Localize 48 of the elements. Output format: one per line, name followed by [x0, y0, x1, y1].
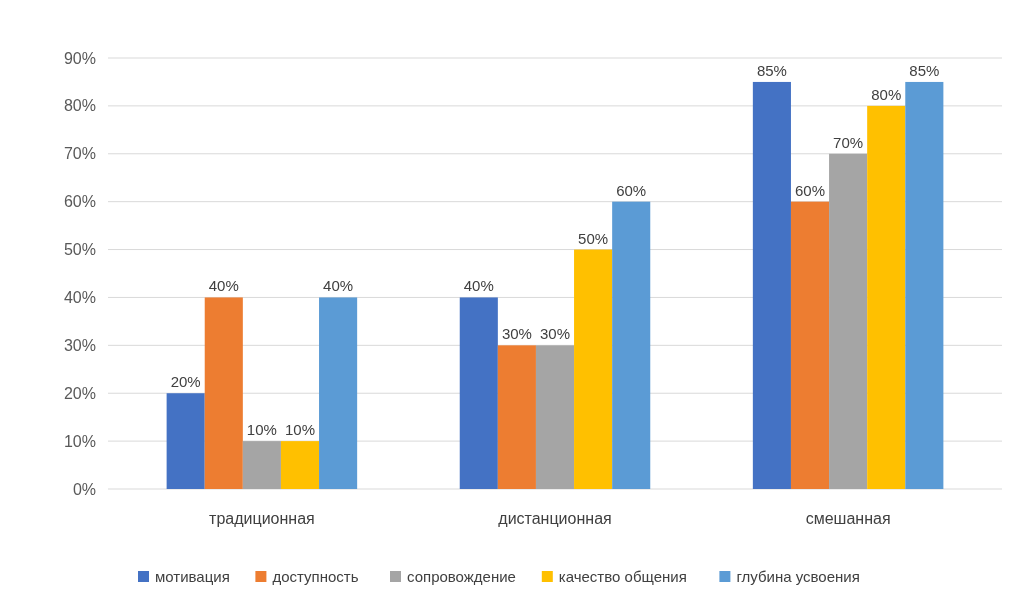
bar	[497, 345, 536, 489]
bar	[319, 297, 358, 489]
bar	[790, 201, 830, 489]
legend-label: качество общения	[558, 568, 687, 586]
data-label: 60%	[794, 181, 826, 199]
y-tick-label: 40%	[63, 289, 96, 307]
y-tick-label: 10%	[63, 432, 96, 450]
data-label: 50%	[578, 229, 609, 247]
data-label: 40%	[463, 277, 494, 295]
bar	[905, 81, 944, 489]
y-tick-label: 60%	[63, 193, 96, 211]
data-label: 85%	[909, 61, 940, 79]
bar	[535, 345, 575, 489]
data-label: 20%	[170, 373, 201, 391]
data-label: 70%	[833, 133, 864, 151]
bar	[204, 297, 243, 489]
bar	[612, 201, 651, 489]
data-label: 30%	[501, 325, 532, 343]
data-label: 10%	[284, 421, 316, 439]
x-tick-label: смешанная	[805, 510, 891, 527]
bar	[242, 441, 281, 489]
data-label: 80%	[871, 85, 902, 103]
y-tick-label: 90%	[63, 49, 96, 67]
data-label: 40%	[323, 277, 354, 295]
bar	[166, 393, 205, 489]
bar	[829, 153, 868, 489]
x-tick-label: традиционная	[209, 510, 315, 527]
legend-label: доступность	[272, 568, 359, 586]
data-label: 60%	[616, 181, 647, 199]
data-label: 40%	[208, 277, 239, 295]
legend-label: сопровождение	[407, 568, 516, 586]
y-tick-label: 80%	[63, 97, 96, 115]
x-tick-label: дистанционная	[498, 510, 612, 527]
data-label: 30%	[539, 325, 571, 343]
data-label: 85%	[756, 61, 787, 79]
bar	[752, 81, 791, 489]
y-tick-label: 50%	[63, 241, 96, 259]
legend-label: глубина усвоения	[736, 568, 860, 586]
legend-label: мотивация	[155, 568, 230, 586]
y-tick-label: 30%	[63, 336, 96, 354]
bar	[280, 441, 320, 489]
y-tick-label: 0%	[72, 480, 96, 498]
bar	[867, 105, 906, 489]
y-tick-label: 70%	[63, 145, 96, 163]
y-tick-label: 20%	[63, 384, 96, 402]
bar	[574, 249, 613, 489]
data-label: 10%	[246, 421, 277, 439]
bar	[459, 297, 498, 489]
